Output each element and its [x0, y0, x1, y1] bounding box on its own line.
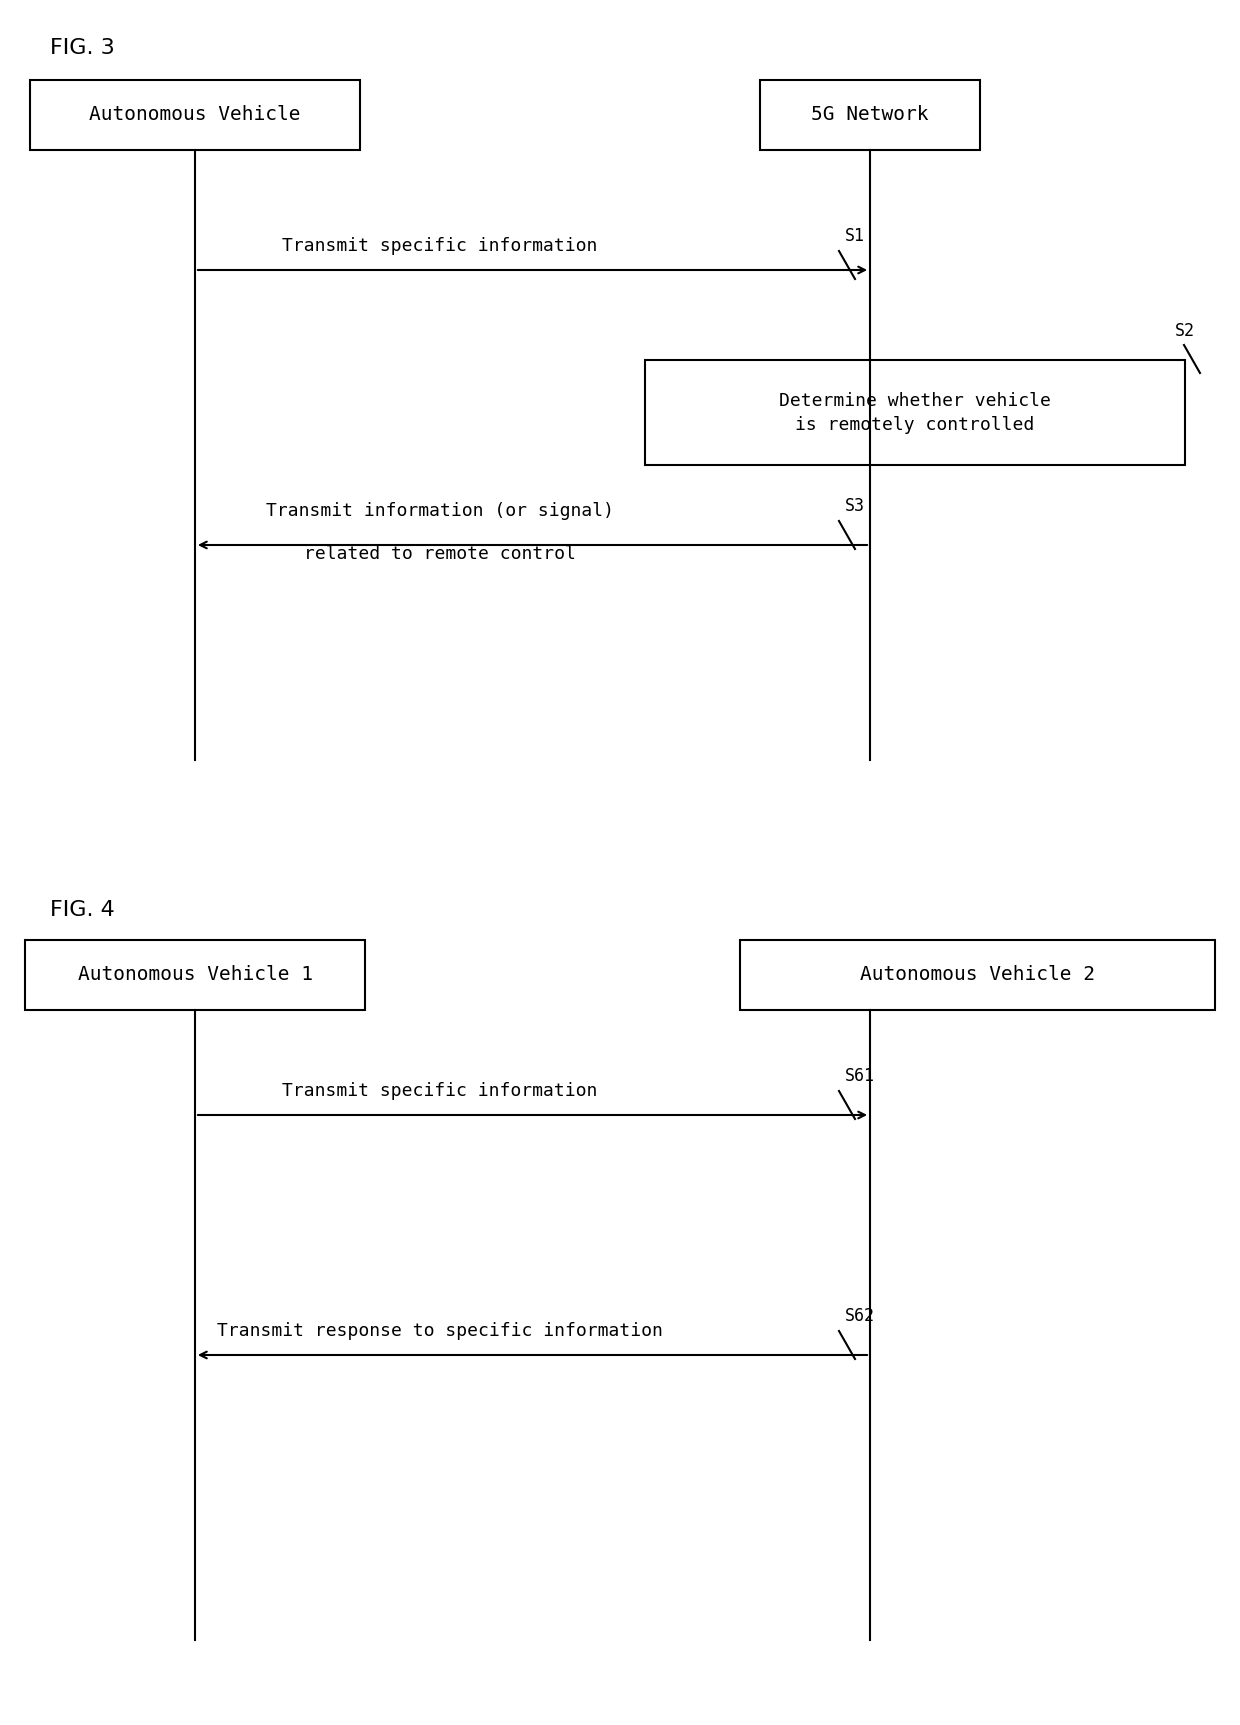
Text: Autonomous Vehicle 1: Autonomous Vehicle 1 — [77, 966, 312, 985]
Text: 5G Network: 5G Network — [811, 105, 929, 124]
Bar — [645, 361, 1185, 466]
Text: Transmit information (or signal): Transmit information (or signal) — [267, 502, 614, 519]
Text: Determine whether vehicle: Determine whether vehicle — [779, 392, 1052, 409]
Text: S2: S2 — [1176, 323, 1195, 340]
Text: S62: S62 — [844, 1308, 875, 1325]
Text: related to remote control: related to remote control — [304, 545, 575, 562]
Text: is remotely controlled: is remotely controlled — [795, 416, 1034, 433]
Text: S1: S1 — [844, 228, 866, 245]
Text: Autonomous Vehicle 2: Autonomous Vehicle 2 — [861, 966, 1095, 985]
Bar — [740, 940, 1215, 1011]
Text: FIG. 4: FIG. 4 — [50, 900, 115, 919]
Bar — [760, 79, 980, 150]
Bar — [30, 79, 360, 150]
Text: Transmit specific information: Transmit specific information — [283, 236, 598, 255]
Text: FIG. 3: FIG. 3 — [50, 38, 115, 59]
Text: Transmit specific information: Transmit specific information — [283, 1082, 598, 1101]
Text: Transmit response to specific information: Transmit response to specific informatio… — [217, 1321, 663, 1340]
Text: S61: S61 — [844, 1068, 875, 1085]
Text: Autonomous Vehicle: Autonomous Vehicle — [89, 105, 301, 124]
Text: S3: S3 — [844, 497, 866, 516]
Bar — [25, 940, 365, 1011]
